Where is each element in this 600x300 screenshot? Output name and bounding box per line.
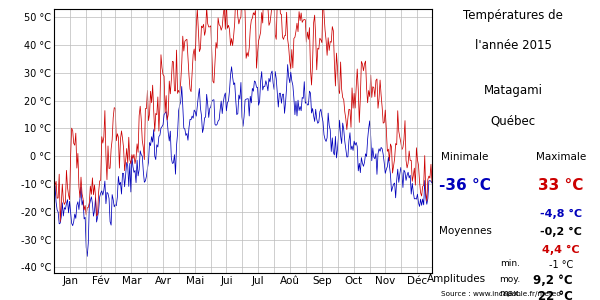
Text: min.: min. (500, 260, 520, 268)
Text: 33 °C: 33 °C (538, 178, 584, 194)
Text: Québec: Québec (490, 114, 536, 127)
Text: -0,2 °C: -0,2 °C (540, 226, 582, 237)
Text: Minimale: Minimale (442, 152, 488, 161)
Text: -4,8 °C: -4,8 °C (540, 208, 582, 219)
Text: l'année 2015: l'année 2015 (475, 39, 551, 52)
Text: max.: max. (499, 290, 521, 298)
Text: 9,2 °C: 9,2 °C (533, 274, 573, 287)
Text: Moyennes: Moyennes (439, 226, 491, 236)
Text: Températures de: Températures de (463, 9, 563, 22)
Text: Amplitudes: Amplitudes (427, 274, 485, 284)
Text: -1 °C: -1 °C (549, 260, 573, 269)
Text: Maximale: Maximale (536, 152, 586, 161)
Text: 4,4 °C: 4,4 °C (542, 244, 580, 255)
Text: 22 °C: 22 °C (538, 290, 573, 300)
Text: Source : www.incapable.fr/meteo: Source : www.incapable.fr/meteo (441, 291, 561, 297)
Text: Matagami: Matagami (484, 84, 542, 97)
Text: -36 °C: -36 °C (439, 178, 491, 194)
Text: moy.: moy. (499, 274, 521, 284)
